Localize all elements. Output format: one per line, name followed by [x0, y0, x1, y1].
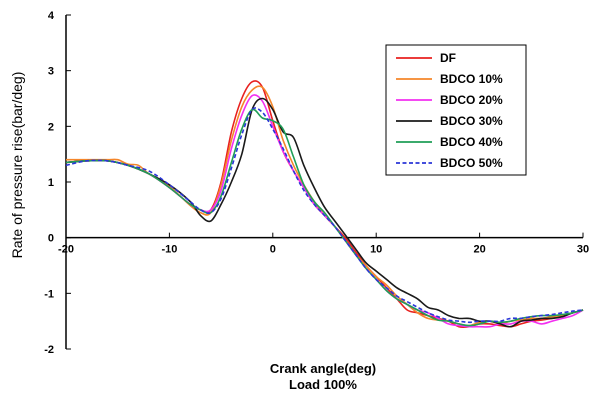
- series-group: [65, 80, 584, 329]
- y-tick-label: -2: [44, 344, 54, 356]
- legend: DF BDCO 10% BDCO 20% BDCO 30% BDCO 40% BDCO 5…: [385, 44, 527, 176]
- y-axis-label: Rate of pressure rise(bar/deg): [9, 72, 25, 259]
- x-axis-label: Crank angle(deg): [270, 361, 376, 376]
- x-tick-label: -20: [58, 244, 74, 256]
- legend-box: [385, 44, 527, 176]
- y-tick-label: 4: [48, 10, 55, 22]
- x-axis-sublabel: Load 100%: [289, 377, 357, 392]
- x-tick-label: -10: [161, 244, 177, 256]
- y-tick-label: 1: [48, 177, 54, 189]
- x-tick-label: 20: [473, 244, 485, 256]
- y-tick-label: 0: [48, 233, 54, 245]
- y-tick-label: 2: [48, 121, 54, 133]
- x-tick-label: 0: [270, 244, 276, 256]
- y-tick-label: -1: [44, 288, 54, 300]
- x-tick-label: 30: [577, 244, 589, 256]
- series-line-6: [65, 107, 584, 324]
- series-line-4: [65, 97, 584, 328]
- x-tick-label: 10: [370, 244, 382, 256]
- legend-label: BDCO 30%: [440, 114, 503, 128]
- legend-label: BDCO 20%: [440, 93, 503, 107]
- legend-label: BDCO 10%: [440, 72, 503, 86]
- y-tick-label: 3: [48, 66, 54, 78]
- legend-label: DF: [440, 51, 456, 65]
- legend-label: BDCO 40%: [440, 135, 503, 149]
- legend-label: BDCO 50%: [440, 156, 503, 170]
